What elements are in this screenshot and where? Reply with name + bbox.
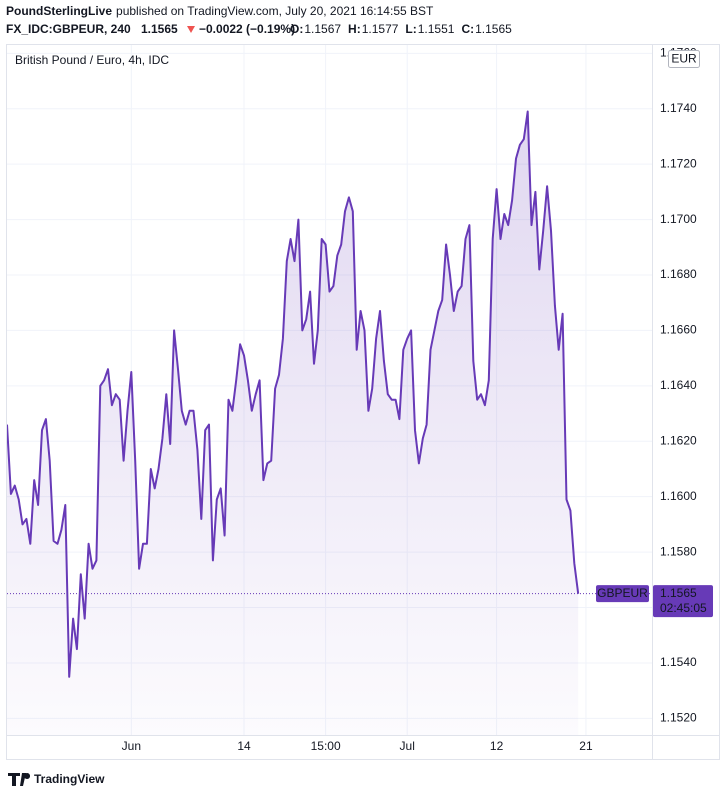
plot: [7, 110, 580, 735]
y-tick-label: 1.1620: [660, 433, 697, 447]
y-tick-label: 1.1660: [660, 323, 697, 337]
y-tick-label: 1.1580: [660, 544, 697, 558]
ohlc-label: C:: [461, 22, 474, 36]
header-line: PoundSterlingLive published on TradingVie…: [6, 4, 434, 18]
series-label-box: [596, 585, 649, 603]
x-tick-label: Jun: [122, 739, 141, 753]
ohlc-value: 1.1577: [362, 22, 399, 36]
x-tick-label: 14: [237, 739, 251, 753]
ohlc-value: 1.1567: [304, 22, 341, 36]
ohlc-label: H:: [348, 22, 361, 36]
ohlc: O: 1.1567 H: 1.1577 L: 1.1551 C: 1.1565: [290, 22, 512, 36]
ohlc-value: 1.1551: [418, 22, 455, 36]
y-tick-label: 1.1700: [660, 212, 697, 226]
series-label: GBPEUR: [597, 586, 648, 600]
x-tick-label: 21: [579, 739, 593, 753]
area: [7, 111, 579, 735]
x-tick-label: 15:00: [311, 739, 341, 753]
logo-icon: [8, 773, 31, 786]
y-tick-label: 1.1520: [660, 711, 697, 725]
symbol: FX_IDC:GBPEUR, 240: [6, 22, 131, 36]
x-tick-label: Jul: [400, 739, 415, 753]
y-tick-label: 1.1720: [660, 156, 697, 170]
brand: TradingView: [34, 772, 105, 786]
y-tick-label: 1.1680: [660, 267, 697, 281]
price-tag: [653, 585, 713, 618]
currency: EUR: [671, 52, 697, 66]
ohlc-label: L:: [405, 22, 416, 36]
ohlc-value: 1.1565: [475, 22, 512, 36]
chart-title: British Pound / Euro, 4h, IDC: [15, 53, 169, 67]
y-tick-label: 1.1640: [660, 378, 697, 392]
publisher: PoundSterlingLive: [6, 4, 112, 18]
y-tick-label: 1.1540: [660, 655, 697, 669]
ohlc-label: O:: [290, 22, 303, 36]
frame: [6, 44, 720, 760]
y-tick-label: 1.1600: [660, 489, 697, 503]
published: published on TradingView.com, July 20, 2…: [116, 4, 434, 18]
change: −0.0022 (−0.19%): [199, 22, 295, 36]
header-price: 1.1565: [141, 22, 178, 36]
down-arrow: [187, 26, 195, 33]
price-line: [7, 110, 580, 678]
currency-box: [668, 50, 700, 68]
y-tick-label: 1.1740: [660, 101, 697, 115]
countdown: 02:45:05: [660, 601, 707, 615]
price-tag-value: 1.1565: [660, 586, 697, 600]
x-tick-label: 12: [490, 739, 504, 753]
